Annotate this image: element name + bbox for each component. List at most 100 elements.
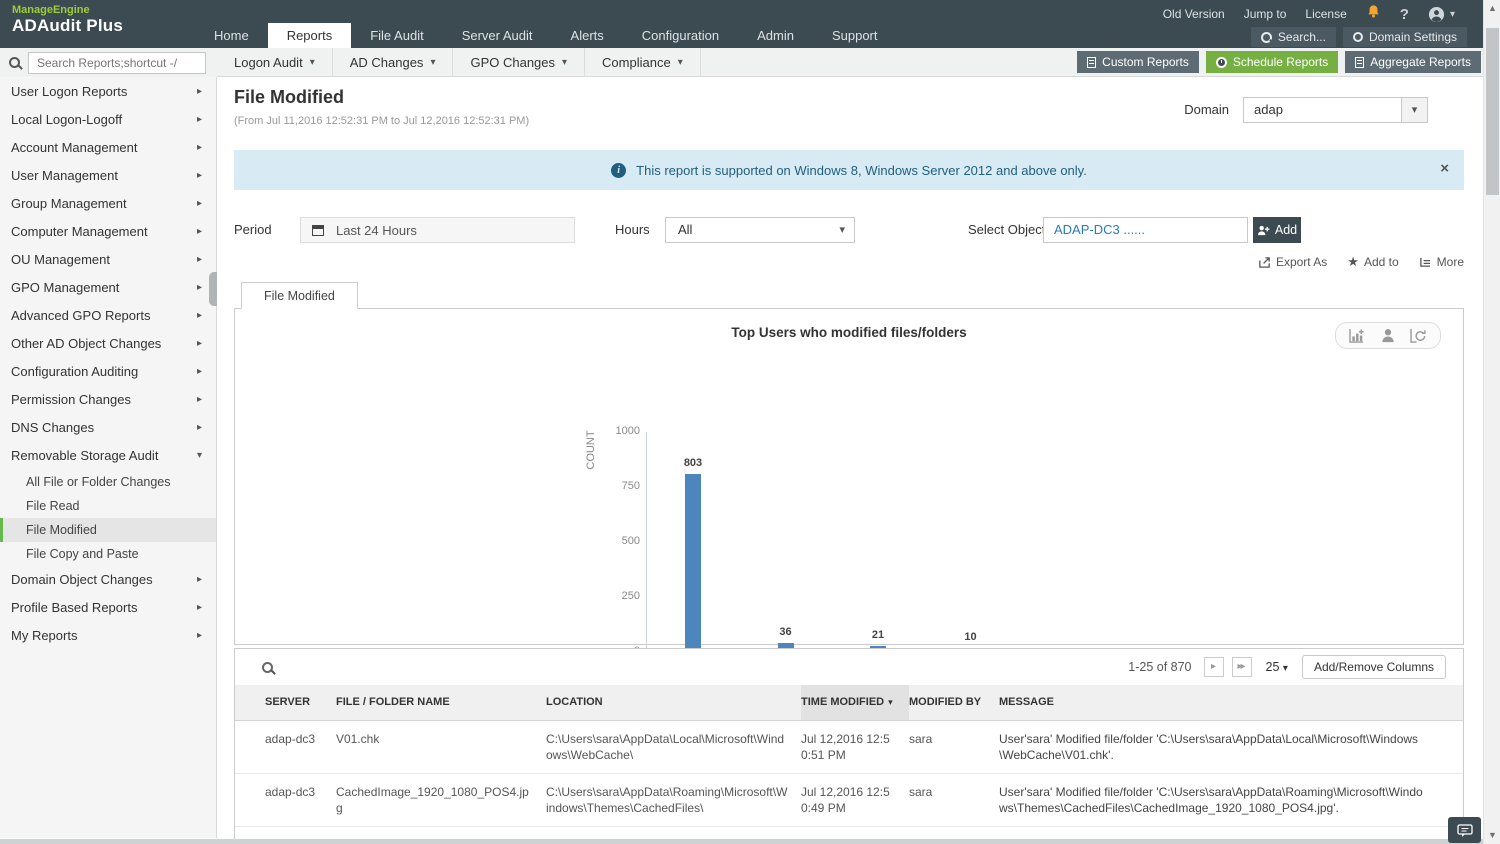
vertical-scrollbar: ▲ ▼ bbox=[1483, 0, 1500, 844]
sidebar-item-other-ad-object-changes[interactable]: Other AD Object Changes ▸ bbox=[0, 330, 216, 358]
nav-support[interactable]: Support bbox=[831, 28, 878, 43]
subnav-menus: Logon Audit ▾ AD Changes ▾ GPO Changes ▾ Compl… bbox=[217, 48, 701, 77]
utility-bar: Old Version Jump to License ? ▾ bbox=[1163, 4, 1455, 24]
add-to-link[interactable]: ★ Add to bbox=[1347, 255, 1398, 269]
export-as-link[interactable]: Export As bbox=[1258, 255, 1327, 269]
select-objects-input[interactable]: ADAP-DC3 ...... bbox=[1043, 217, 1248, 243]
column-header-message[interactable]: MESSAGE bbox=[999, 685, 1439, 720]
chevron-down-icon[interactable]: ▾ bbox=[1401, 98, 1427, 122]
chart-refresh-icon[interactable] bbox=[1410, 328, 1427, 343]
sidebar-item-file-copy-and-paste[interactable]: File Copy and Paste bbox=[26, 547, 139, 561]
domain-settings-button[interactable]: Domain Settings bbox=[1342, 27, 1467, 47]
domain-select[interactable]: adap ▾ bbox=[1243, 97, 1428, 123]
page-size-select[interactable]: 25 ▾ bbox=[1266, 660, 1288, 674]
sidebar-item-local-logon-logoff[interactable]: Local Logon-Logoff ▸ bbox=[0, 106, 216, 134]
sidebar-item-dns-changes[interactable]: DNS Changes ▸ bbox=[0, 414, 216, 442]
help-icon[interactable]: ? bbox=[1399, 5, 1409, 23]
feedback-chat-button[interactable] bbox=[1448, 817, 1481, 843]
menu-label: Compliance bbox=[602, 54, 671, 70]
menu-gpo-changes[interactable]: GPO Changes ▾ bbox=[453, 48, 586, 77]
sidebar-item-file-modified[interactable]: File Modified bbox=[0, 518, 216, 542]
cell-time: Jul 12,2016 12:50:49 PM bbox=[801, 785, 890, 815]
menu-compliance[interactable]: Compliance ▾ bbox=[585, 48, 701, 77]
sidebar-item-ou-management[interactable]: OU Management ▸ bbox=[0, 246, 216, 274]
arrow-right-icon: ▸ bbox=[196, 86, 202, 97]
nav-home[interactable]: Home bbox=[214, 28, 249, 43]
sidebar-item-profile-based-reports[interactable]: Profile Based Reports ▸ bbox=[0, 594, 216, 622]
gear-icon bbox=[1352, 32, 1363, 42]
banner-close-icon[interactable]: × bbox=[1440, 160, 1449, 177]
report-doc-icon bbox=[1087, 56, 1097, 68]
utility-license[interactable]: License bbox=[1305, 7, 1347, 21]
sidebar-item-account-management[interactable]: Account Management ▸ bbox=[0, 134, 216, 162]
global-search-button[interactable]: Search... bbox=[1250, 27, 1336, 47]
export-icon bbox=[1259, 256, 1270, 268]
sidebar-item-user-logon-reports[interactable]: User Logon Reports ▸ bbox=[0, 78, 216, 106]
menu-ad-changes[interactable]: AD Changes ▾ bbox=[333, 48, 454, 77]
sidebar-item-advanced-gpo-reports[interactable]: Advanced GPO Reports ▸ bbox=[0, 302, 216, 330]
cell-server: adap-dc3 bbox=[265, 785, 316, 799]
sidebar-item-domain-object-changes[interactable]: Domain Object Changes ▸ bbox=[0, 566, 216, 594]
scroll-down-icon[interactable]: ▼ bbox=[1488, 830, 1497, 840]
scroll-up-icon[interactable]: ▲ bbox=[1488, 3, 1497, 13]
column-header-modified-by[interactable]: MODIFIED BY bbox=[909, 685, 999, 720]
tab-file-modified[interactable]: File Modified bbox=[241, 282, 358, 309]
user-account-menu[interactable]: ▾ bbox=[1428, 6, 1455, 23]
more-link[interactable]: More bbox=[1419, 255, 1464, 269]
sidebar-item-all-file-or-folder-changes[interactable]: All File or Folder Changes bbox=[26, 475, 171, 489]
sidebar-collapse-handle[interactable] bbox=[209, 272, 217, 306]
arrow-right-icon: ▸ bbox=[196, 226, 202, 237]
report-search-input[interactable] bbox=[28, 51, 206, 74]
nav-admin[interactable]: Admin bbox=[757, 28, 794, 43]
table-panel: 1-25 of 870 ▸ ▸▸ 25 ▾ Add/Remove Columns… bbox=[234, 648, 1464, 844]
table-row[interactable]: adap-dc3 V01.chk C:\Users\sara\AppData\Loc… bbox=[235, 721, 1463, 774]
sidebar-item-gpo-management[interactable]: GPO Management ▸ bbox=[0, 274, 216, 302]
hours-select[interactable]: All ▾ bbox=[665, 217, 855, 243]
nav-alerts[interactable]: Alerts bbox=[570, 28, 604, 43]
nav-file-audit[interactable]: File Audit bbox=[370, 28, 424, 43]
arrow-right-icon: ▸ bbox=[196, 310, 202, 321]
utility-old-version[interactable]: Old Version bbox=[1162, 7, 1225, 21]
app-logo: ManageEngine ADAudit Plus bbox=[12, 4, 123, 36]
cell-file: CachedImage_1920_1080_POS4.jpg bbox=[336, 785, 529, 815]
bar-value-label: 803 bbox=[683, 457, 703, 469]
next-page-button[interactable]: ▸ bbox=[1203, 657, 1224, 677]
table-row[interactable]: adap-dc3 CachedImage_1920_1080_POS4.jpg C:… bbox=[235, 774, 1463, 827]
table-search-icon[interactable] bbox=[262, 662, 273, 673]
add-remove-columns-button[interactable]: Add/Remove Columns bbox=[1301, 655, 1446, 679]
column-header-time-modified[interactable]: TIME MODIFIED ▾ bbox=[801, 685, 909, 720]
sidebar-item-computer-management[interactable]: Computer Management ▸ bbox=[0, 218, 216, 246]
add-objects-button[interactable]: Add bbox=[1253, 217, 1301, 243]
nav-server-audit[interactable]: Server Audit bbox=[461, 28, 533, 43]
period-picker[interactable]: Last 24 Hours bbox=[300, 217, 575, 243]
schedule-reports-button[interactable]: Schedule Reports bbox=[1205, 51, 1339, 73]
cell-message: User'sara' Modified file/folder 'C:\User… bbox=[999, 732, 1419, 762]
sidebar-item-file-read[interactable]: File Read bbox=[26, 499, 80, 513]
column-header-file-folder-name[interactable]: FILE / FOLDER NAME bbox=[336, 685, 546, 720]
sidebar-item-my-reports[interactable]: My Reports ▸ bbox=[0, 622, 216, 650]
chevron-down-icon: ▾ bbox=[1449, 8, 1455, 20]
horizontal-scrollbar[interactable] bbox=[0, 839, 1483, 844]
sidebar-item-configuration-auditing[interactable]: Configuration Auditing ▸ bbox=[0, 358, 216, 386]
aggregate-reports-button[interactable]: Aggregate Reports bbox=[1345, 51, 1481, 73]
nav-reports[interactable]: Reports bbox=[267, 23, 352, 48]
column-header-location[interactable]: LOCATION bbox=[546, 685, 801, 720]
chart-add-icon[interactable] bbox=[1349, 328, 1366, 343]
chart-bar-mystery[interactable] bbox=[777, 643, 794, 651]
column-header-server[interactable]: SERVER bbox=[265, 685, 336, 720]
logo-product: ADAudit Plus bbox=[12, 16, 124, 35]
utility-jump-to[interactable]: Jump to bbox=[1243, 7, 1287, 21]
sidebar-item-user-management[interactable]: User Management ▸ bbox=[0, 162, 216, 190]
chart-bar-sara[interactable] bbox=[685, 474, 702, 651]
sidebar-item-removable-storage-audit[interactable]: Removable Storage Audit ▾ bbox=[0, 442, 216, 470]
chart-user-icon[interactable] bbox=[1381, 328, 1395, 343]
last-page-button[interactable]: ▸▸ bbox=[1231, 657, 1252, 677]
info-icon: i bbox=[611, 162, 627, 178]
menu-logon-audit[interactable]: Logon Audit ▾ bbox=[217, 48, 333, 77]
scrollbar-thumb[interactable] bbox=[1486, 28, 1499, 195]
notification-bell-icon[interactable] bbox=[1366, 4, 1381, 24]
sidebar-item-group-management[interactable]: Group Management ▸ bbox=[0, 190, 216, 218]
sidebar-item-permission-changes[interactable]: Permission Changes ▸ bbox=[0, 386, 216, 414]
nav-configuration[interactable]: Configuration bbox=[641, 28, 720, 43]
custom-reports-button[interactable]: Custom Reports bbox=[1077, 51, 1199, 73]
